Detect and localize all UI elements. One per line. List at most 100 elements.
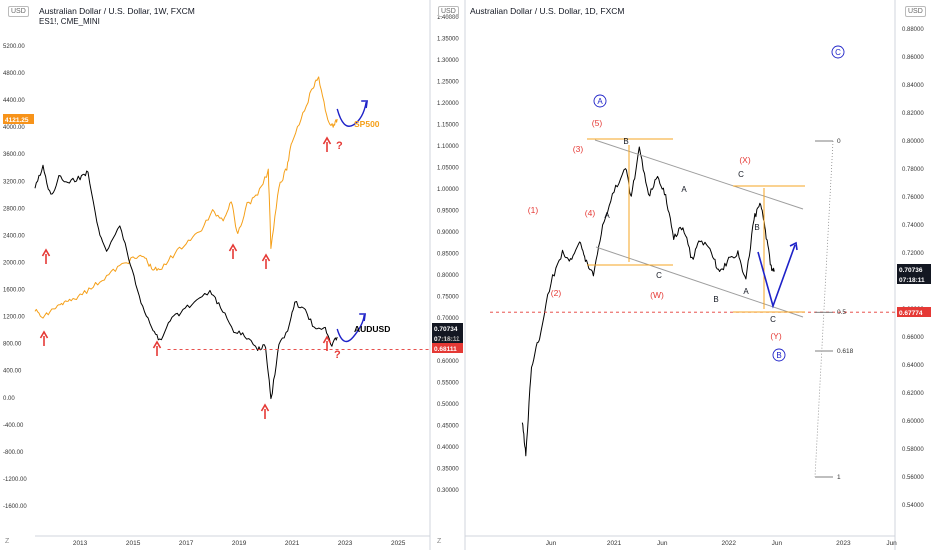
fib-level-label-0: 0: [837, 138, 841, 145]
right-countdown-tag: 07:18:11: [899, 277, 925, 284]
right-y-tick-label: 0.78000: [902, 167, 924, 173]
left-y-tick-label: 4400.00: [3, 98, 25, 104]
wave-circle-b: B: [776, 351, 781, 360]
right-audusd-series-line: [521, 146, 775, 457]
sp500-projection-arrowhead: [361, 100, 369, 109]
left-up-arrow-7-head: [322, 335, 332, 344]
right-x-tick-label: 2022: [721, 540, 736, 547]
right-target-price-tag: 0.67774: [899, 310, 923, 317]
left-y-tick-label: -1200.00: [3, 477, 27, 483]
left-up-arrow-1-head: [39, 330, 49, 339]
red-wave-label-2: (1): [528, 205, 539, 215]
audusd-series-line: [34, 164, 338, 400]
right-y-tick-label: 0.60000: [902, 419, 924, 425]
left-y-tick-label: 4800.00: [3, 71, 25, 77]
left-up-arrow-2-head: [152, 340, 162, 349]
right-left-y-tick-label: 1.20000: [437, 101, 459, 107]
right-y-tick-label: 0.64000: [902, 363, 924, 369]
audusd-projection-curve: [336, 314, 365, 343]
right-x-tick-label: Jun: [657, 540, 668, 547]
right-left-y-tick-label: 1.10000: [437, 144, 459, 150]
left-support-price-tag-bg: [432, 343, 463, 353]
left-up-arrow-6-head: [322, 136, 332, 145]
left-x-tick-label: 2013: [73, 540, 88, 547]
right-left-y-tick-label: 0.35000: [437, 467, 459, 473]
fib-level-label-3: 1: [837, 474, 841, 481]
left-up-arrow-3-head: [228, 243, 238, 252]
red-wave-label-1: (3): [573, 144, 584, 154]
right-target-price-tag-bg: [897, 307, 931, 317]
sp500-series-line: [34, 76, 338, 319]
red-wave-label-6: (X): [739, 155, 751, 165]
left-support-price-tag: 0.68111: [434, 346, 457, 353]
right-y-tick-label: 0.88000: [902, 27, 924, 33]
red-wave-label-4: (2): [551, 288, 562, 298]
left-y-tick-label: 800.00: [3, 342, 22, 348]
black-wave-label-0: B: [623, 137, 628, 146]
right-left-y-tick-label: 0.40000: [437, 445, 459, 451]
right-corner-mark[interactable]: Z: [437, 538, 442, 545]
right-projection-arrowhead: [789, 241, 798, 251]
left-up-arrow-5-head: [260, 403, 270, 412]
audusd-projection-arrowhead: [359, 313, 367, 322]
right-last-price-tag-bg: [897, 264, 931, 274]
right-left-y-tick-label: 1.25000: [437, 80, 459, 86]
left-y-tick-label: -1600.00: [3, 504, 27, 510]
right-last-price-tag: 0.70736: [899, 267, 923, 274]
black-wave-label-1: A: [604, 211, 610, 220]
left-x-tick-label: 2025: [391, 540, 406, 547]
left-audusd-last-price-tag: 0.70734: [434, 326, 458, 333]
wave-circle-b-ring: [772, 348, 786, 362]
sp500-series-label: SP500: [354, 119, 380, 129]
right-left-y-tick-label: 1.35000: [437, 37, 459, 43]
left-corner-mark[interactable]: Z: [5, 538, 10, 545]
left-y-tick-label: 1200.00: [3, 315, 25, 321]
right-projection-path: [757, 244, 796, 309]
right-left-y-tick-label: 0.60000: [437, 359, 459, 365]
black-wave-label-7: A: [743, 287, 749, 296]
left-y-tick-label: -400.00: [3, 423, 24, 429]
left-unit-label[interactable]: USD: [8, 6, 29, 17]
right-y-tick-label: 0.86000: [902, 55, 924, 61]
black-wave-label-3: A: [681, 185, 687, 194]
left-x-tick-label: 2023: [338, 540, 353, 547]
right-unit-label[interactable]: USD: [905, 6, 926, 17]
right-y-tick-label: 0.58000: [902, 447, 924, 453]
left-up-arrow-4-head: [261, 253, 271, 262]
red-wave-label-0: (5): [592, 118, 603, 128]
right-x-tick-label: Jun: [546, 540, 557, 547]
right-left-y-tick-label: 0.90000: [437, 230, 459, 236]
right-left-y-tick-label: 1.40000: [437, 15, 459, 21]
right-y-tick-label: 0.74000: [902, 223, 924, 229]
left-y-tick-label: 5200.00: [3, 44, 25, 50]
left-x-tick-label: 2019: [232, 540, 247, 547]
left-y-tick-label: 3600.00: [3, 152, 25, 158]
red-wave-label-7: (Y): [770, 331, 782, 341]
right-left-y-tick-label: 0.45000: [437, 424, 459, 430]
right-left-unit-label[interactable]: USD: [438, 6, 459, 17]
left-x-tick-label: 2015: [126, 540, 141, 547]
right-y-tick-label: 0.72000: [902, 251, 924, 257]
audusd-series-label: AUDUSD: [354, 324, 390, 334]
red-wave-label-5: (W): [650, 290, 664, 300]
right-left-y-tick-label: 0.75000: [437, 295, 459, 301]
right-x-tick-label: 2023: [836, 540, 851, 547]
sp500-last-price-tag-bg: [3, 114, 34, 124]
wave-circle-c: C: [835, 48, 841, 57]
left-x-tick-label: 2017: [179, 540, 194, 547]
left-countdown-tag-bg: [432, 333, 463, 343]
left-y-tick-label: 2400.00: [3, 233, 25, 239]
wave-circle-a: A: [597, 97, 603, 106]
right-left-y-tick-label: 0.80000: [437, 273, 459, 279]
black-wave-label-5: C: [738, 170, 744, 179]
left-y-tick-label: 4000.00: [3, 125, 25, 131]
right-y-tick-label: 0.62000: [902, 391, 924, 397]
right-left-y-tick-label: 1.00000: [437, 187, 459, 193]
left-y-tick-label: 2800.00: [3, 206, 25, 212]
left-y-tick-label: 0.00: [3, 396, 15, 402]
sp500-projection-curve: [336, 101, 367, 127]
channel-upper-line: [594, 139, 804, 210]
right-left-y-tick-label: 0.30000: [437, 488, 459, 494]
